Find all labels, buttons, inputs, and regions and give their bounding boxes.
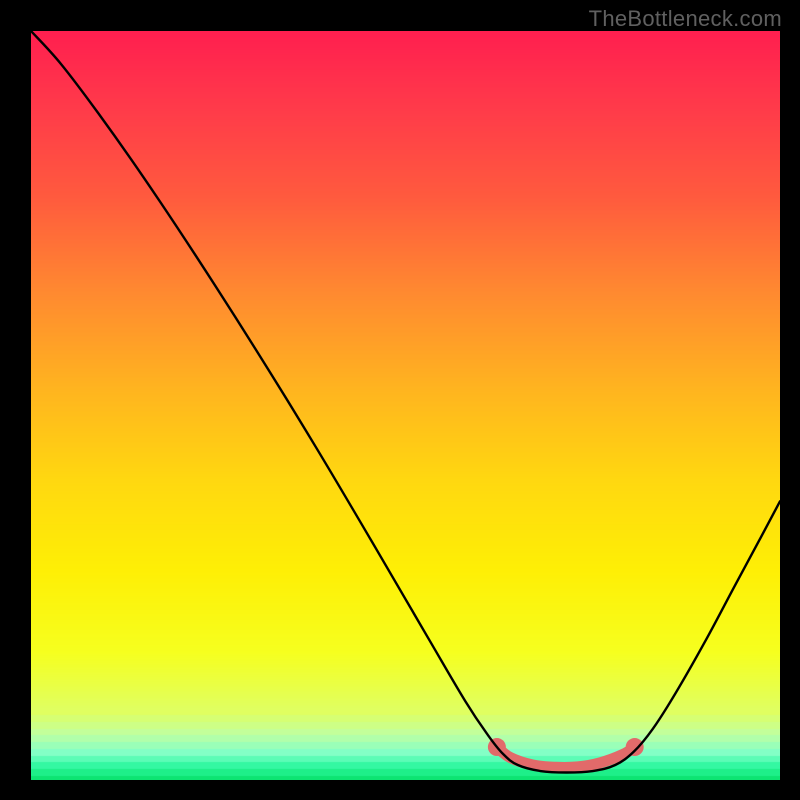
chart-svg <box>31 31 780 780</box>
plot-area <box>31 31 780 780</box>
bottleneck-curve <box>31 31 780 773</box>
highlight-end-marker <box>626 738 644 756</box>
frame-bottom <box>0 780 800 800</box>
frame-right <box>780 0 800 800</box>
frame-top <box>0 0 800 31</box>
frame-left <box>0 0 31 800</box>
